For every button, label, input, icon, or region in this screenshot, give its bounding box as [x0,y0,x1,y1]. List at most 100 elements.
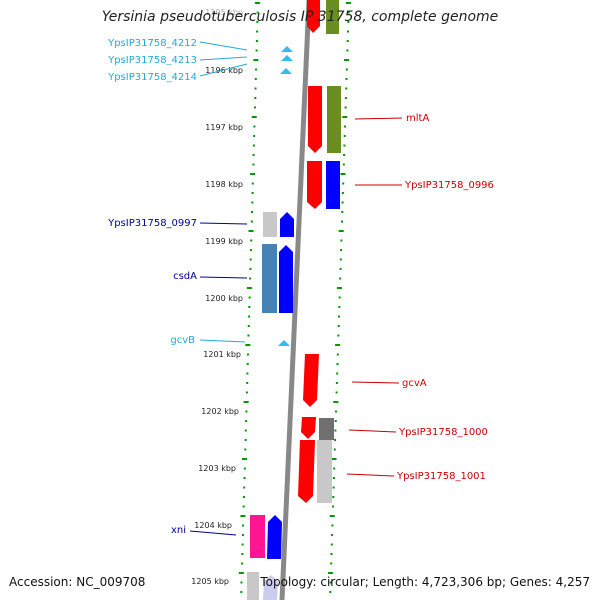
scale-tick [242,458,247,460]
scale-tick [340,249,343,251]
gene-block-steelblue[interactable] [262,244,277,313]
gene-block-lightgray[interactable] [317,440,332,503]
scale-tick [241,562,244,565]
gene-block-olive[interactable] [326,0,339,34]
scale-tick [255,40,258,42]
gene-arrow-blue[interactable] [263,575,278,600]
scale-tick [254,106,256,109]
rna-marker-cyan[interactable] [281,46,293,52]
gene-arrow-red[interactable] [308,86,322,153]
scale-tick [329,591,332,593]
scale-tick [332,477,335,479]
scale-tick [347,11,350,14]
gene-label[interactable]: mltA [406,113,429,124]
scale-label: 1202 kbp [201,407,239,416]
gene-label[interactable]: YpsIP31758_0996 [404,180,494,191]
scale-tick [332,496,335,498]
scale-tick [242,505,245,508]
gene-label[interactable]: gcvB [170,335,195,346]
scale-tick [240,581,243,584]
scale-tick [248,306,251,308]
gene-arrow-red[interactable] [307,0,320,33]
scale-tick [344,59,350,61]
gene-block-lightgray[interactable] [263,212,277,237]
scale-tick [247,325,250,327]
scale-tick [337,325,340,327]
gene-block-darkgray[interactable] [319,418,334,440]
gene-arrow-red[interactable] [298,440,315,503]
scale-tick [341,211,344,213]
scale-tick [244,448,247,451]
scale-tick [240,515,246,517]
scale-tick [345,87,348,90]
gene-label[interactable]: YpsIP31758_4212 [107,38,197,49]
scale-tick [254,87,257,90]
scale-tick [340,173,346,175]
genome-backbone [279,0,312,600]
gene-block-blue[interactable] [326,161,340,209]
scale-tick [245,420,248,422]
scale-tick [246,287,252,289]
gene-label[interactable]: gcvA [402,378,427,389]
scale-tick [254,2,260,4]
scale-tick [247,353,249,356]
scale-tick [252,163,255,166]
scale-tick [342,182,345,185]
gene-label[interactable]: YpsIP31758_4214 [107,72,197,83]
gene-arrow-red[interactable] [303,354,319,407]
gene-arrow-blue[interactable] [267,515,282,559]
scale-tick [240,591,243,593]
scale-tick [335,344,341,346]
scale-tick [330,562,333,565]
scale-tick [335,410,337,413]
rna-marker-cyan[interactable] [280,68,292,74]
scale-tick [336,353,339,356]
scale-tick [254,97,257,99]
scale-label: 1203 kbp [198,464,236,473]
scale-tick [249,268,252,270]
scale-tick [248,296,251,299]
scale-tick [329,515,335,517]
gene-block-lightgray[interactable] [247,572,259,600]
scale-label: 1195 kbp [205,8,243,17]
scale-tick [345,2,351,4]
gene-block-olive[interactable] [327,86,341,153]
scale-tick [254,78,257,80]
gene-label[interactable]: YpsIP31758_1001 [396,471,486,482]
scale-tick [335,382,338,384]
rna-marker-cyan[interactable] [281,55,293,61]
scale-tick [344,97,347,99]
scale-tick [256,30,259,33]
gene-block-pink[interactable] [250,515,265,558]
gene-label[interactable]: YpsIP31758_0997 [107,218,197,229]
left-labels: YpsIP31758_4212 YpsIP31758_4213 YpsIP317… [107,38,197,536]
gene-label[interactable]: YpsIP31758_4213 [107,55,197,66]
scale-tick [341,201,344,204]
gene-arrow-red[interactable] [307,161,322,209]
scale-tick [344,106,347,109]
gene-arrow-blue[interactable] [280,212,294,237]
gene-arrow-red[interactable] [301,417,316,439]
rna-marker-cyan[interactable] [278,340,290,346]
scale-tick [345,68,348,71]
scale-tick [338,315,340,318]
gene-label[interactable]: xni [171,525,186,536]
accession-text: Accession: NC_009708 [9,575,146,589]
scale-tick [339,277,342,280]
genome-summary-text: Topology: circular; Length: 4,723,306 bp… [260,575,590,589]
scale-tick [242,524,245,527]
scale-tick [344,125,346,128]
scale-tick [329,581,332,584]
scale-label: 1199 kbp [205,237,243,246]
gene-label[interactable]: csdA [173,271,197,282]
leader-lines [189,41,403,536]
gene-label[interactable]: YpsIP31758_1000 [398,427,488,438]
scale-tick [241,534,244,536]
scale-tick [336,363,339,365]
scale-tick [333,401,339,403]
gene-arrow-blue[interactable] [279,245,293,313]
scale-tick [347,30,349,33]
scale-label: 1200 kbp [205,294,243,303]
scale-tick [334,429,337,432]
